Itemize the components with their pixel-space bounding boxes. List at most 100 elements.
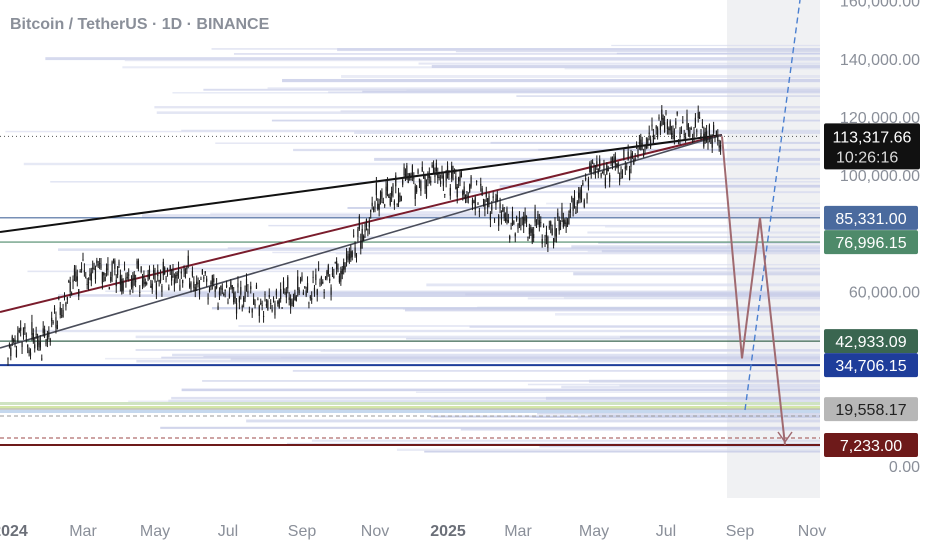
candle-body [528, 227, 530, 235]
volume-band [172, 353, 820, 357]
candle-body [710, 135, 712, 138]
candle-body [175, 275, 177, 279]
price-level-label: 19,558.17 [835, 402, 906, 419]
candle-body [341, 268, 343, 275]
volume-band [561, 385, 820, 389]
candle-body [68, 280, 70, 282]
candle-body [654, 138, 656, 140]
candle-body [541, 238, 543, 244]
candle-body [99, 263, 101, 265]
candle-body [272, 298, 275, 300]
candle-body [446, 165, 449, 179]
candle-body [459, 175, 461, 181]
candle-body [407, 176, 409, 184]
candle-body [402, 179, 404, 185]
volume-band [27, 270, 820, 273]
candle-body [338, 276, 341, 283]
candle-body [267, 300, 269, 310]
candle-body [354, 247, 356, 256]
candle-body [126, 276, 128, 278]
volume-band [160, 426, 821, 429]
candle-body [305, 290, 307, 296]
candle-body [340, 270, 342, 282]
candle-body [694, 117, 696, 128]
volume-band [203, 88, 820, 91]
candle-body [238, 297, 240, 303]
candle-body [452, 171, 454, 174]
volume-band [293, 148, 820, 152]
candle-body [680, 130, 682, 132]
volume-band [358, 236, 820, 238]
candle-body [31, 322, 33, 335]
volume-band [539, 445, 820, 448]
x-tick-label: Sep [726, 523, 755, 540]
candle-body [247, 291, 249, 294]
candle-body [576, 201, 578, 206]
candle-body [285, 291, 287, 298]
candle-body [144, 282, 146, 285]
candle-body [39, 341, 41, 348]
candle-body [241, 306, 243, 308]
candle-body [330, 287, 332, 295]
candle-body [484, 200, 486, 210]
candle-body [336, 261, 338, 270]
candle-body [55, 317, 57, 328]
candle-body [411, 165, 414, 177]
candle-body [650, 139, 652, 147]
x-tick-label: Mar [504, 523, 532, 540]
trendline-black [0, 134, 723, 233]
dashed-projection-line [744, 0, 801, 411]
volume-band [616, 52, 820, 55]
candle-body [548, 226, 550, 228]
candle-body [148, 269, 151, 278]
candle-body [624, 166, 626, 170]
candle-body [29, 352, 32, 356]
volume-band [154, 106, 820, 109]
volume-band [210, 212, 820, 215]
candle-body [633, 159, 635, 165]
candle-body [125, 277, 127, 282]
candle-body [133, 274, 135, 280]
candle-body [382, 202, 384, 204]
candle-body [248, 311, 250, 313]
candle-body [34, 344, 36, 349]
candle-body [641, 143, 643, 145]
candle-body [183, 268, 185, 271]
candle-body [197, 282, 199, 284]
candle-body [150, 285, 152, 288]
candle-body [466, 195, 468, 197]
candle-body [299, 278, 302, 282]
volume-band [271, 119, 820, 122]
candle-body [313, 287, 316, 294]
candle-body [678, 140, 680, 142]
candle-body [323, 292, 325, 294]
candle-body [692, 138, 694, 140]
volume-band [354, 131, 820, 134]
volume-band [168, 399, 821, 403]
volume-band [246, 419, 821, 423]
candle-body [21, 341, 23, 348]
volume-band [135, 335, 821, 339]
candle-body [374, 202, 376, 209]
candle-body [129, 290, 131, 292]
price-candles [7, 105, 722, 366]
candle-body [597, 168, 599, 175]
candle-body [36, 340, 39, 347]
candle-body [353, 235, 355, 237]
volume-band [555, 313, 820, 316]
candle-body [161, 286, 163, 293]
candle-body [404, 174, 407, 181]
candle-body [334, 262, 336, 264]
volume-band [282, 78, 820, 83]
candle-body [324, 277, 327, 279]
candle-body [171, 275, 173, 281]
candle-body [644, 145, 646, 150]
candle-body [467, 195, 469, 198]
candle-body [599, 159, 601, 169]
candle-body [151, 283, 153, 290]
support-band [0, 402, 820, 405]
candle-body [397, 193, 400, 204]
candle-body [558, 219, 560, 231]
volume-band [129, 295, 820, 297]
